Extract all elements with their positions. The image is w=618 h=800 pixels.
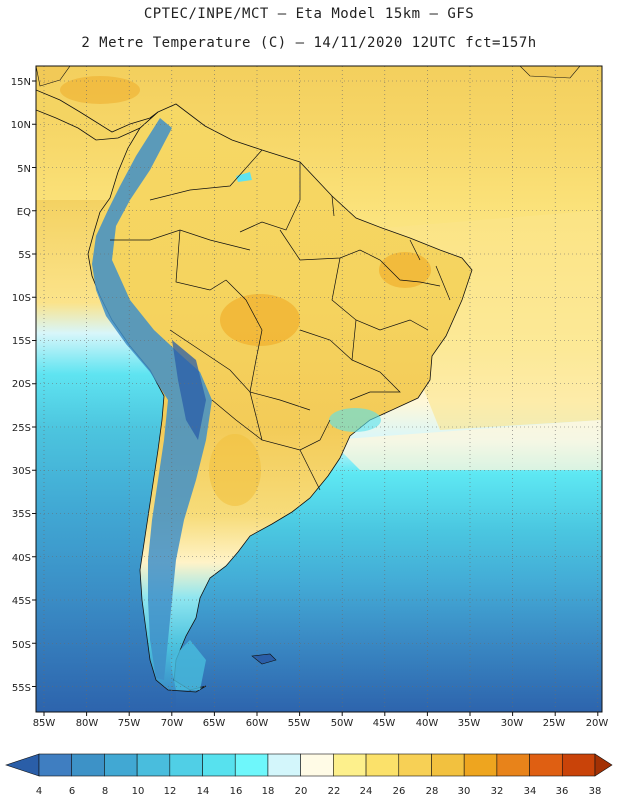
colorbar-cell — [136, 753, 171, 777]
lon-label: 70W — [161, 718, 184, 729]
colorbar-label: 32 — [491, 786, 504, 797]
colorbar-label: 30 — [458, 786, 471, 797]
latitude-axis: 15N 10N 5N EQ 5S 10S 15S 20S 25S 30S 35S… — [11, 77, 31, 694]
colorbar-cell — [365, 753, 400, 777]
lon-label: 25W — [543, 718, 566, 729]
lat-label: 25S — [12, 423, 31, 434]
colorbar-cell — [300, 753, 334, 777]
hot-spot-caribbean — [60, 76, 140, 104]
map-frame — [35, 65, 603, 713]
lat-label: 20S — [12, 379, 31, 390]
colorbar-label: 24 — [360, 786, 373, 797]
colorbar-label: 16 — [230, 786, 243, 797]
colorbar-label: 4 — [36, 786, 42, 797]
colorbar-cell — [431, 753, 465, 777]
lon-label: 40W — [416, 718, 439, 729]
colorbar-label: 8 — [102, 786, 108, 797]
colorbar-label: 28 — [426, 786, 439, 797]
colorbar-cells — [5, 753, 613, 777]
colorbar-label: 6 — [69, 786, 75, 797]
subtropical-band — [330, 420, 602, 470]
colorbar-label: 10 — [132, 786, 145, 797]
colorbar-cell-above — [594, 753, 613, 777]
lon-label: 30W — [501, 718, 524, 729]
lon-label: 50W — [331, 718, 354, 729]
title-line-1: CPTEC/INPE/MCT – Eta Model 15km – GFS — [143, 6, 475, 22]
lat-label: 40S — [12, 553, 31, 564]
axis-ticks — [32, 80, 599, 716]
colorbar-cell — [169, 753, 203, 777]
lat-label: EQ — [17, 207, 31, 218]
lon-label: 20W — [586, 718, 609, 729]
lon-label: 75W — [118, 718, 141, 729]
caribbean-islands — [519, 66, 581, 79]
lon-label: 45W — [373, 718, 396, 729]
colorbar-label: 38 — [589, 786, 602, 797]
colorbar-cell — [398, 753, 432, 777]
title-line-2: 2 Metre Temperature (C) – 14/11/2020 12U… — [81, 35, 537, 51]
altiplano-cold-core — [172, 340, 206, 440]
hot-spot-northeast — [379, 252, 431, 288]
colorbar-cell — [529, 753, 563, 777]
country-borders — [110, 149, 451, 491]
colorbar: 4 6 8 10 12 14 16 18 20 22 24 26 28 30 3… — [5, 753, 613, 797]
lat-label: 50S — [12, 640, 31, 651]
temperature-map: 15N 10N 5N EQ 5S 10S 15S 20S 25S 30S 35S… — [11, 65, 609, 729]
lon-label: 85W — [33, 718, 56, 729]
colorbar-labels: 4 6 8 10 12 14 16 18 20 22 24 26 28 30 3… — [36, 786, 602, 797]
lat-label: 35S — [12, 509, 31, 520]
lat-label: 15S — [12, 336, 31, 347]
lon-label: 65W — [203, 718, 226, 729]
lat-label: 5S — [18, 250, 31, 261]
lat-label: 55S — [12, 683, 31, 694]
colorbar-cell — [104, 753, 138, 777]
patagonia-cold — [170, 640, 206, 690]
colorbar-cell — [234, 753, 269, 777]
colorbar-label: 26 — [393, 786, 406, 797]
lon-label: 35W — [458, 718, 481, 729]
lat-label: 10S — [12, 293, 31, 304]
colorbar-cell — [267, 753, 301, 777]
lon-label: 55W — [288, 718, 311, 729]
colorbar-cell — [333, 753, 367, 777]
colorbar-cell-below — [5, 753, 40, 777]
lat-label: 15N — [11, 77, 31, 88]
lat-label: 10N — [11, 120, 31, 131]
lon-label: 60W — [246, 718, 269, 729]
colorbar-cell — [202, 753, 236, 777]
lake-maracaibo — [236, 172, 252, 182]
colorbar-label: 22 — [328, 786, 341, 797]
colorbar-label: 14 — [197, 786, 210, 797]
colorbar-cell — [463, 753, 498, 777]
lon-label: 80W — [76, 718, 99, 729]
colorbar-label: 20 — [295, 786, 308, 797]
colorbar-label: 34 — [524, 786, 537, 797]
colorbar-cell — [496, 753, 530, 777]
hot-spot-central — [220, 294, 300, 346]
colorbar-label: 18 — [262, 786, 275, 797]
central-america-land — [36, 89, 159, 141]
cool-coast-se — [329, 408, 381, 432]
colorbar-cell — [71, 753, 105, 777]
longitude-axis: 85W 80W 75W 70W 65W 60W 55W 50W 45W 40W … — [33, 718, 609, 729]
lat-label: 5N — [17, 164, 31, 175]
hot-spot-chaco — [209, 434, 261, 506]
colorbar-label: 12 — [164, 786, 177, 797]
colorbar-label: 36 — [556, 786, 569, 797]
lat-label: 45S — [12, 596, 31, 607]
colorbar-cell — [561, 753, 596, 777]
lat-label: 30S — [12, 466, 31, 477]
falkland-islands — [251, 653, 277, 665]
colorbar-cell — [38, 753, 73, 777]
